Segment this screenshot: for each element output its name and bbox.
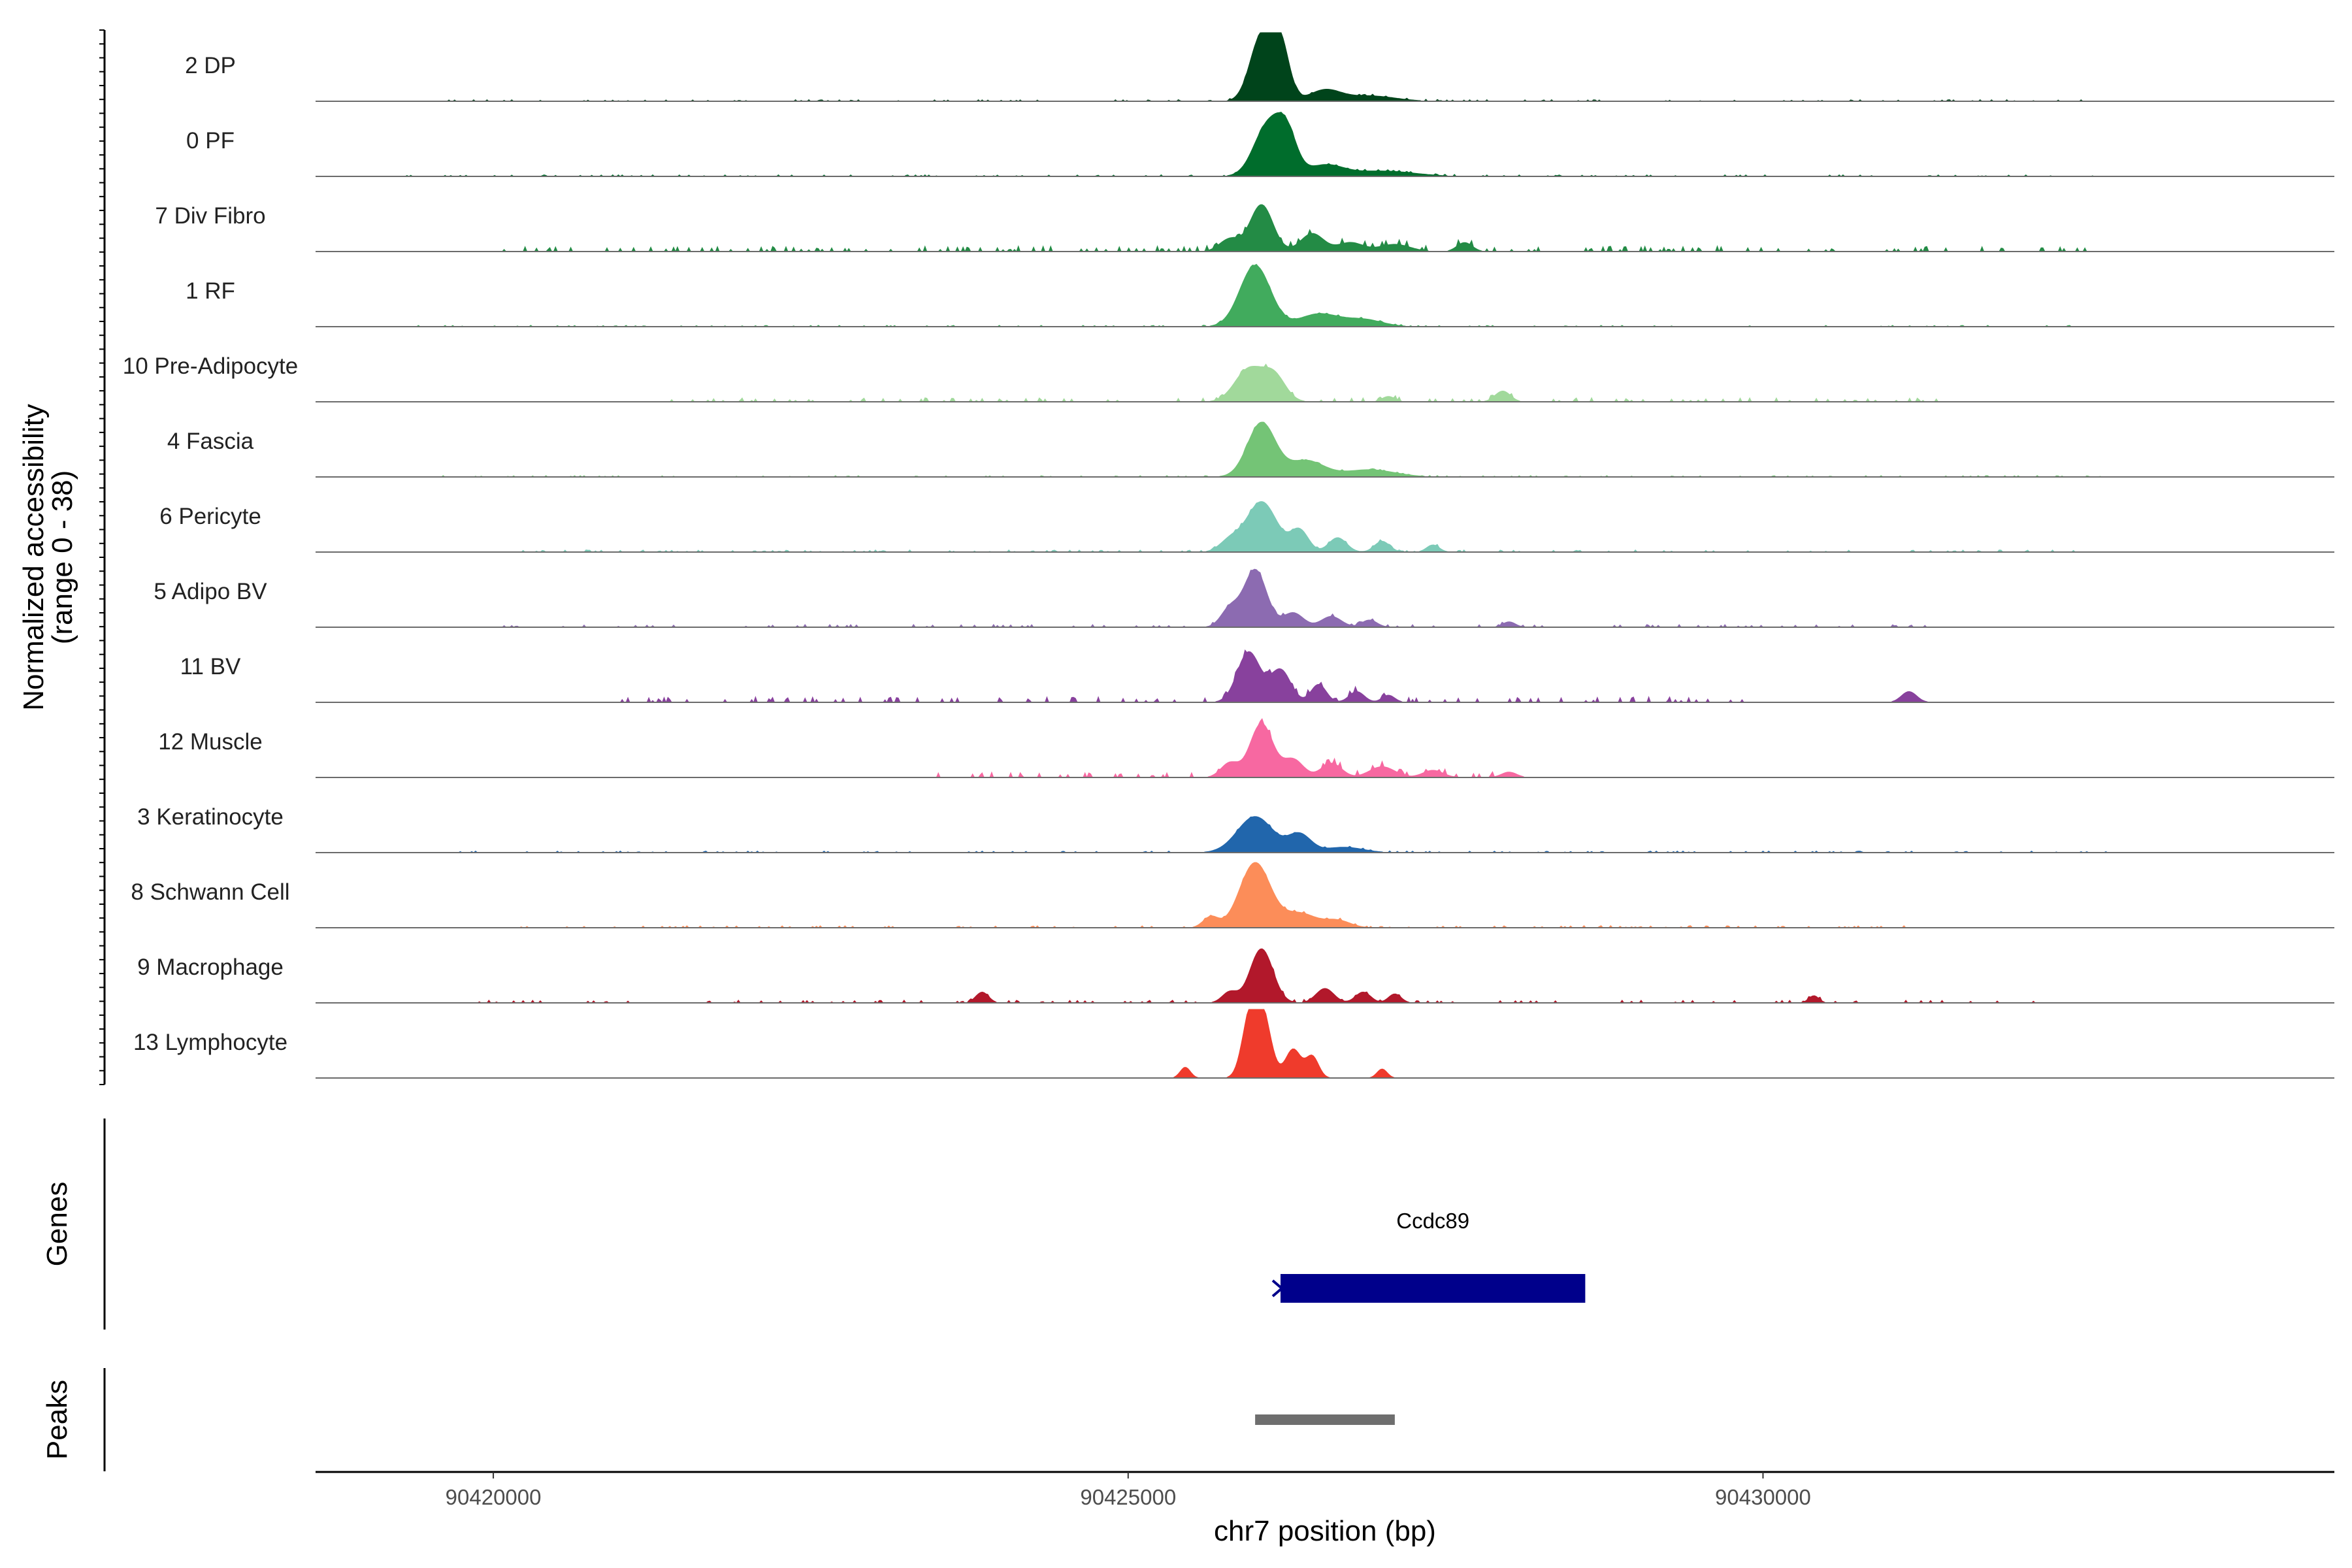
coverage-area — [316, 1009, 2334, 1079]
genes-panel-title: Genes — [41, 1182, 73, 1267]
coverage-area — [316, 816, 2334, 853]
track-label: 12 Muscle — [158, 729, 263, 755]
x-axis-title: chr7 position (bp) — [1214, 1515, 1436, 1547]
track-label: 4 Fascia — [167, 429, 254, 454]
track-label: 6 Pericyte — [159, 504, 261, 529]
peak-region — [1255, 1414, 1395, 1425]
gene-label: Ccdc89 — [1396, 1209, 1469, 1233]
coverage-area — [316, 568, 2334, 628]
gene-body — [1280, 1274, 1586, 1303]
track: 1 RF — [186, 263, 2334, 327]
track-label: 2 DP — [185, 53, 236, 78]
coverage-area — [316, 263, 2334, 327]
track: 3 Keratinocyte — [137, 804, 2334, 853]
track-label: 7 Div Fibro — [155, 203, 265, 229]
coverage-area — [316, 948, 2334, 1004]
track-label: 8 Schwann Cell — [131, 879, 289, 905]
track: 0 PF — [186, 112, 2334, 177]
track: 4 Fascia — [167, 421, 2334, 478]
coverage-area — [316, 862, 2334, 928]
x-tick-label: 90425000 — [1080, 1485, 1176, 1509]
coverage-area — [316, 112, 2334, 177]
x-axis: 90420000 90425000 90430000 chr7 position (b… — [316, 1471, 2334, 1547]
coverage-area — [316, 501, 2334, 553]
track-label: 0 PF — [186, 128, 235, 154]
track: 6 Pericyte — [159, 501, 2334, 553]
x-tick-label: 90420000 — [446, 1485, 542, 1509]
track-label: 1 RF — [186, 278, 235, 304]
track: 8 Schwann Cell — [131, 862, 2334, 928]
track: 11 BV — [180, 649, 2334, 704]
peaks-panel-title: Peaks — [41, 1380, 73, 1460]
track: 7 Div Fibro — [155, 203, 2334, 253]
track: 10 Pre-Adipocyte — [123, 353, 2334, 403]
y-axis: Normalized accessibility(range 0 - 38) — [18, 29, 106, 1085]
peak-panel: Peaks — [41, 1368, 1395, 1471]
coverage-area — [316, 204, 2334, 253]
track-label: 9 Macrophage — [137, 955, 284, 980]
track-label: 3 Keratinocyte — [137, 804, 284, 830]
x-tick-label: 90430000 — [1715, 1485, 1811, 1509]
track: 5 Adipo BV — [154, 568, 2334, 628]
y-axis-title: Normalized accessibility(range 0 - 38) — [18, 404, 78, 710]
coverage-area — [316, 32, 2334, 102]
track-label: 5 Adipo BV — [154, 579, 267, 604]
coverage-area — [316, 649, 2334, 704]
track-label: 10 Pre-Adipocyte — [123, 353, 298, 379]
gene-strand-arrow — [1271, 1279, 1284, 1298]
coverage-area — [316, 421, 2334, 478]
track: 12 Muscle — [158, 718, 2334, 779]
track: 2 DP — [185, 32, 2334, 102]
coverage-area — [316, 718, 2334, 779]
track-label: 11 BV — [180, 654, 241, 679]
track-label: 13 Lymphocyte — [133, 1030, 287, 1055]
track: 9 Macrophage — [137, 948, 2334, 1004]
coverage-area — [316, 363, 2334, 403]
track: 13 Lymphocyte — [133, 1009, 2334, 1079]
coverage-tracks: 2 DP 0 PF 7 Div Fibro 1 RF 10 Pre-Adipocyte 4… — [123, 32, 2334, 1079]
gene-panel: Genes Ccdc89 — [41, 1119, 1586, 1330]
